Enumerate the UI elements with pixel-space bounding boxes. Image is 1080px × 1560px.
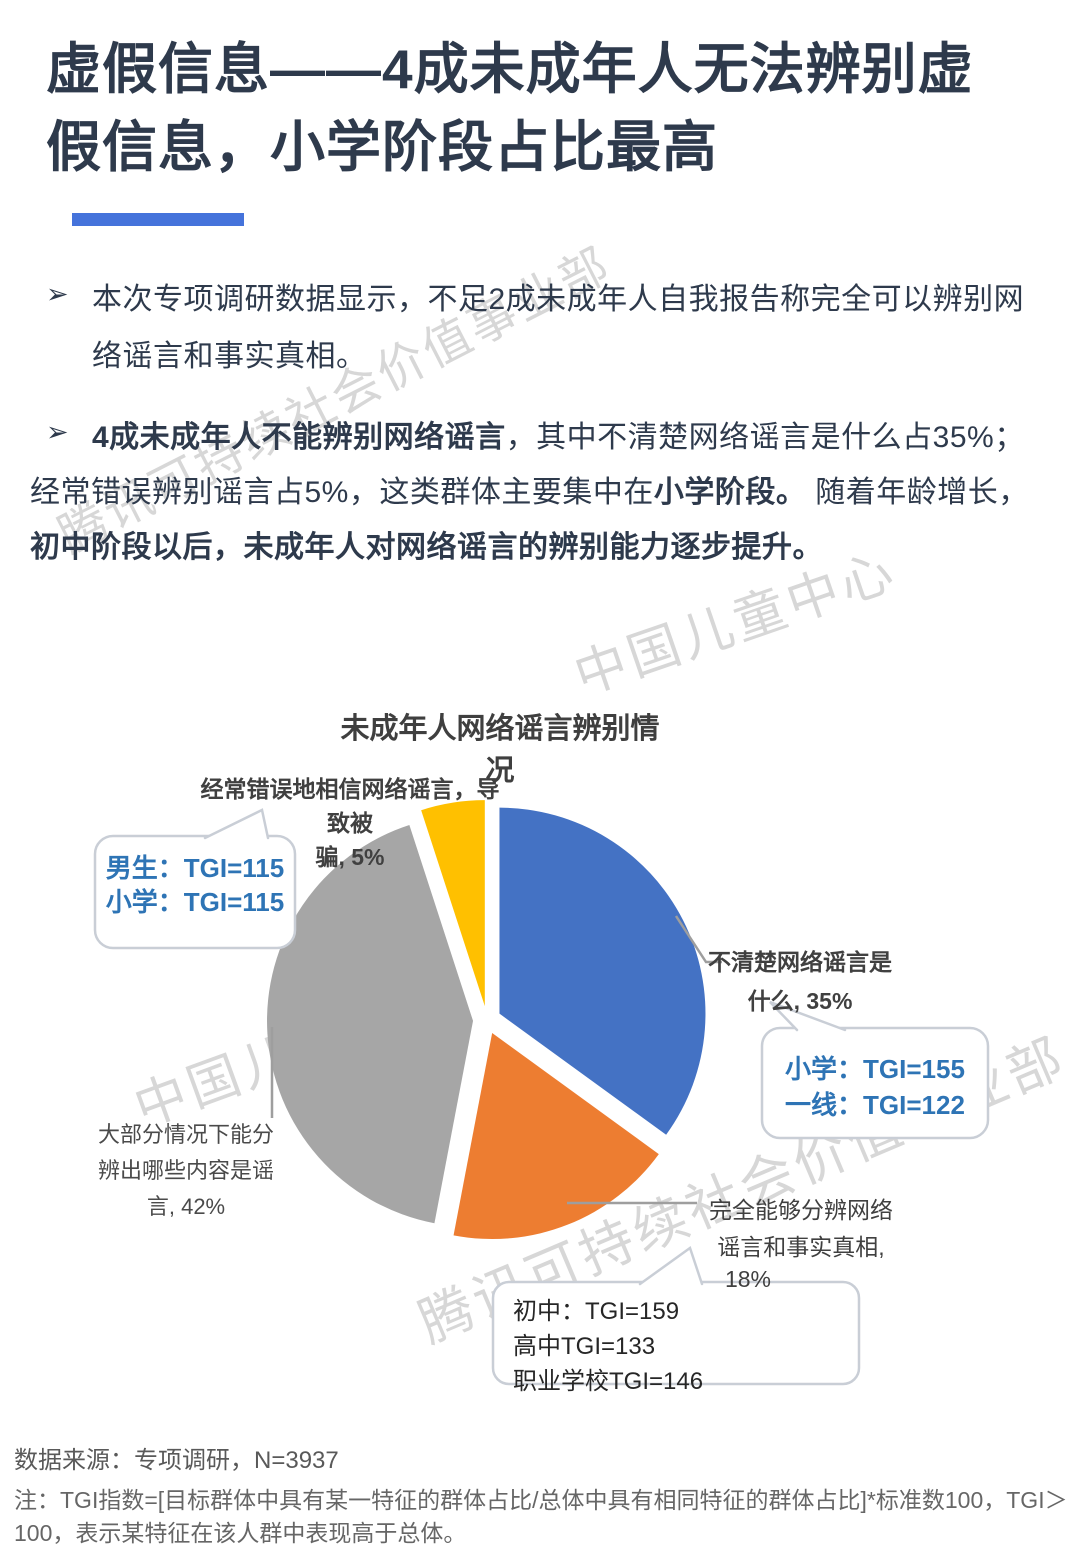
- pie-label-unclear-line1: 不清楚网络谣言是: [708, 949, 892, 975]
- bullet-2-line2-c: 随着年龄增长，: [806, 476, 1029, 509]
- pie-label-fully-able-line1: 完全能够分辨网络: [709, 1197, 893, 1223]
- title-accent-bar: [72, 213, 244, 226]
- tgi-footnote: 注：TGI指数=[目标群体中具有某一特征的群体占比/总体中具有相同特征的群体占比…: [14, 1487, 1068, 1546]
- callout-left-line1: 男生：TGI=115: [105, 853, 285, 883]
- leader-line-unclear-35: [674, 915, 722, 964]
- pie-label-unclear-line2: 什么, 35%: [747, 988, 853, 1014]
- pie-label-unclear: 不清楚网络谣言是 什么, 35%: [690, 943, 910, 1021]
- bullet-2-line1-bold: 4成未成年人不能辨别网络谣言: [92, 421, 506, 454]
- callout-left-tgi: 男生：TGI=115 小学：TGI=115: [97, 851, 293, 919]
- pie-slice-unclear: [499, 807, 706, 1135]
- chart-title: 未成年人网络谣言辨别情况: [340, 713, 660, 787]
- callout-bubble-left-pointer: [203, 808, 270, 840]
- callout-right-tgi: 小学：TGI=155 一线：TGI=122: [764, 1051, 986, 1123]
- page-title-line1: 虚假信息——4成未成年人无法辨别虚: [46, 38, 974, 100]
- pie-label-fully-able: 完全能够分辨网络 谣言和事实真相,: [692, 1192, 910, 1266]
- pie-label-mostly-able-line1: 大部分情况下能分: [97, 1122, 274, 1147]
- bullet-2-line2-a: 经常错误辨别谣言占5%，这类群体主要集中在: [30, 476, 654, 509]
- page-title: 虚假信息——4成未成年人无法辨别虚 假信息，小学阶段占比最高: [46, 30, 1040, 186]
- pie-slice-fully-able: [453, 1033, 659, 1240]
- pie-label-fully-able-line2: 谣言和事实真相,: [717, 1234, 885, 1260]
- callout-bubble-left: [93, 834, 297, 950]
- bullet-2-line2: 经常错误辨别谣言占5%，这类群体主要集中在小学阶段。 随着年龄增长，: [30, 467, 1029, 511]
- callout-bottom-tgi: 初中：TGI=159 高中TGI=133 职业学校TGI=146: [513, 1294, 853, 1399]
- bullet-1-line1: 本次专项调研数据显示，不足2成未成年人自我报告称完全可以辨别网: [92, 283, 1025, 316]
- bullet-2-line2-bold: 小学阶段。: [653, 476, 807, 509]
- pie-label-mostly-able: 大部分情况下能分 辨出哪些内容是谣 言, 42%: [95, 1117, 277, 1225]
- pie-label-often-fooled-line1: 经常错误地相信网络谣言，导致被: [200, 776, 500, 836]
- callout-bottom-line1: 初中：TGI=159: [513, 1298, 680, 1325]
- bullet-1-marker: ➢: [46, 279, 69, 309]
- pie-label-often-fooled: 经常错误地相信网络谣言，导致被 骗, 5%: [196, 772, 504, 874]
- pie-chart: [93, 800, 990, 1386]
- pie-label-mostly-able-line2: 辨出哪些内容是谣: [97, 1158, 274, 1183]
- callout-bubble-right-pointer: [769, 1000, 847, 1032]
- callout-bottom-line3: 职业学校TGI=146: [513, 1368, 704, 1395]
- callout-left-line2: 小学：TGI=115: [105, 887, 285, 917]
- pie-slice-often-fooled: [421, 800, 485, 1007]
- callout-bubble-bottom-pointer: [638, 1245, 704, 1286]
- callout-right-line2: 一线：TGI=122: [785, 1090, 965, 1120]
- bullet-1-line2: 络谣言和事实真相。: [92, 340, 367, 373]
- pie-slice-mostly-able: [267, 824, 474, 1224]
- pie-slices: [267, 800, 706, 1240]
- bullet-2-line1: 4成未成年人不能辨别网络谣言，其中不清楚网络谣言是什么占35%；: [92, 412, 1025, 456]
- pie-label-fully-able-pct: 18%: [724, 1266, 772, 1292]
- bullet-2-marker: ➢: [46, 417, 69, 447]
- pie-label-often-fooled-line2: 骗, 5%: [315, 844, 385, 870]
- bullet-2-line3: 初中阶段以后，未成年人对网络谣言的辨别能力逐步提升。: [30, 531, 823, 564]
- callout-bubble-right: [760, 1026, 990, 1140]
- data-source-note: 数据来源：专项调研，N=3937: [14, 1447, 339, 1474]
- callout-bottom-line2: 高中TGI=133: [513, 1333, 656, 1360]
- pie-label-mostly-able-line3: 言, 42%: [146, 1194, 226, 1219]
- bullet-2-line1-rest: ，其中不清楚网络谣言是什么占35%；: [505, 421, 1025, 454]
- callout-right-line1: 小学：TGI=155: [785, 1054, 965, 1084]
- page-title-line2: 假信息，小学阶段占比最高: [46, 116, 719, 178]
